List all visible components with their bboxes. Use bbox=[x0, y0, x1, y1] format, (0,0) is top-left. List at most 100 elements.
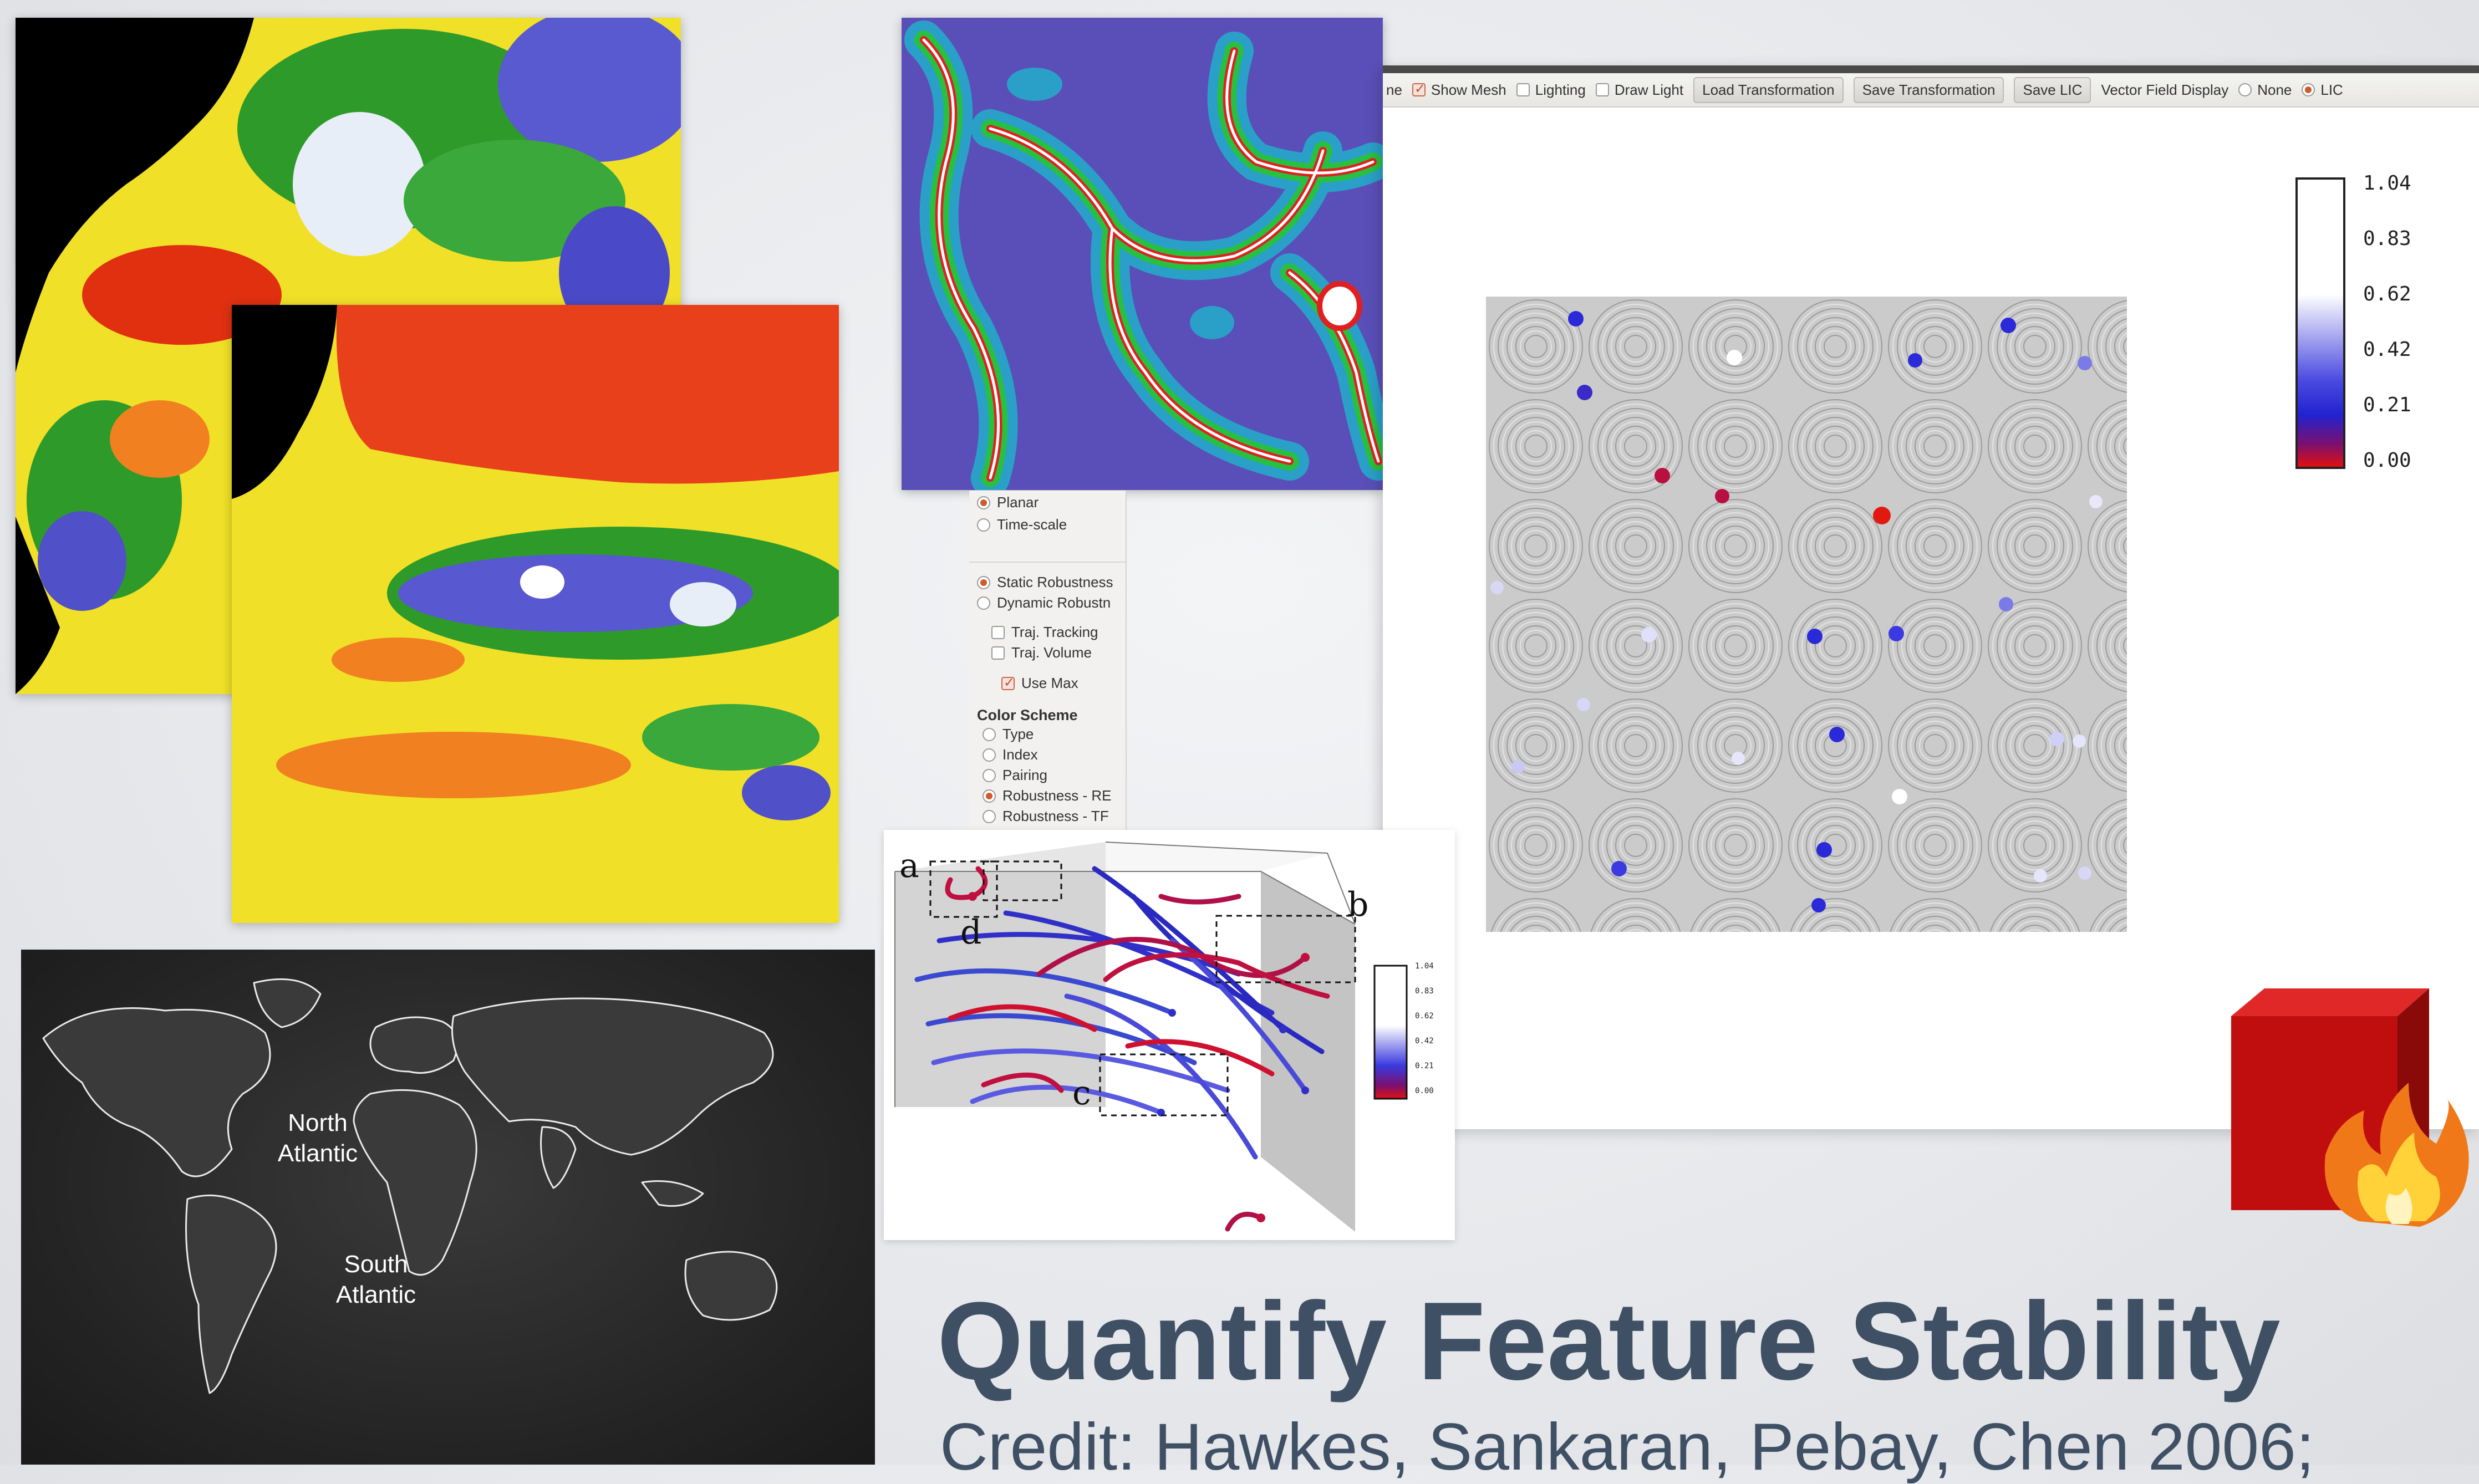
traj-volume-checkbox[interactable]: Traj. Volume bbox=[991, 644, 1092, 661]
colorbar-tick: 0.00 bbox=[2363, 449, 2411, 472]
planar-label: Planar bbox=[997, 494, 1039, 511]
load-transformation-button[interactable]: Load Transformation bbox=[1693, 77, 1844, 103]
world-map-image: North Atlantic South Atlantic bbox=[21, 950, 875, 1465]
critical-point bbox=[1908, 353, 1922, 368]
critical-point bbox=[1816, 842, 1832, 858]
critical-point bbox=[1811, 898, 1826, 912]
colorbar-tick: 0.21 bbox=[2363, 394, 2411, 416]
critical-point bbox=[1611, 861, 1627, 876]
africa-shape bbox=[353, 1089, 477, 1276]
color-scheme-heading: Color Scheme bbox=[977, 707, 1078, 723]
colorbar-tick: 1.04 bbox=[2363, 172, 2411, 195]
islands-shape bbox=[641, 1180, 704, 1207]
critical-point bbox=[1829, 727, 1845, 742]
color-robustness-re-radio[interactable]: Robustness - RE bbox=[983, 787, 1112, 804]
robustness-tf-label: Robustness - TF bbox=[1002, 808, 1109, 824]
pairing-label: Pairing bbox=[1002, 767, 1047, 783]
type-label: Type bbox=[1002, 726, 1034, 742]
critical-point bbox=[1732, 752, 1745, 765]
critical-point bbox=[1577, 385, 1592, 400]
slide-credit: Credit: Hawkes, Sankaran, Pebay, Chen 20… bbox=[940, 1410, 2315, 1484]
trajectory-endpoint bbox=[1256, 1213, 1265, 1222]
critical-point bbox=[1873, 507, 1891, 524]
dynamic-robustness-label: Dynamic Robustn bbox=[997, 594, 1111, 611]
critical-point bbox=[1655, 468, 1670, 483]
lighting-label: Lighting bbox=[1535, 81, 1586, 98]
lighting-checkbox[interactable]: Lighting bbox=[1516, 81, 1586, 99]
checkbox-icon bbox=[1412, 81, 1426, 97]
colorbar-tick: 0.62 bbox=[2363, 283, 2411, 305]
color-index-radio[interactable]: Index bbox=[983, 746, 1038, 763]
colorbar-tick: 0.83 bbox=[2363, 227, 2411, 250]
color-type-radio[interactable]: Type bbox=[983, 726, 1034, 743]
greenland-shape bbox=[253, 978, 322, 1028]
radio-icon bbox=[983, 727, 996, 741]
slide-title: Quantify Feature Stability bbox=[937, 1279, 2281, 1403]
figure-colorbar-tick: 0.62 bbox=[1415, 1012, 1434, 1021]
planar-radio[interactable]: Planar bbox=[977, 494, 1039, 511]
region-label-a: a bbox=[899, 846, 919, 885]
lic-option-label: LIC bbox=[2320, 81, 2343, 98]
panel-divider bbox=[969, 562, 1126, 563]
critical-point bbox=[1727, 350, 1742, 365]
trajectory-endpoint bbox=[1301, 953, 1310, 962]
color-robustness-tf-radio[interactable]: Robustness - TF bbox=[983, 808, 1109, 825]
lic-visualization[interactable] bbox=[1486, 297, 2127, 932]
scalar-field-image bbox=[902, 18, 1383, 490]
robustness-colorbar bbox=[2295, 177, 2345, 469]
critical-point bbox=[2034, 869, 2047, 883]
colorbar-tick: 0.42 bbox=[2363, 338, 2411, 361]
save-transformation-button[interactable]: Save Transformation bbox=[1853, 77, 2004, 103]
show-mesh-checkbox[interactable]: Show Mesh bbox=[1412, 81, 1506, 99]
australia-shape bbox=[684, 1251, 778, 1321]
use-max-label: Use Max bbox=[1021, 675, 1078, 691]
vector-display-lic-radio[interactable]: LIC bbox=[2302, 81, 2343, 99]
toolbar-partial-label: ne bbox=[1386, 81, 1402, 98]
radio-icon bbox=[977, 596, 990, 610]
robustness-re-label: Robustness - RE bbox=[1002, 787, 1112, 804]
critical-point bbox=[2073, 735, 2086, 748]
checkbox-icon bbox=[1595, 83, 1609, 96]
dynamic-robustness-radio[interactable]: Dynamic Robustn bbox=[977, 594, 1111, 611]
draw-light-checkbox[interactable]: Draw Light bbox=[1595, 81, 1684, 99]
show-mesh-label: Show Mesh bbox=[1431, 81, 1506, 98]
north-america-shape bbox=[42, 1007, 271, 1177]
critical-point bbox=[1807, 629, 1823, 644]
checkbox-icon bbox=[991, 646, 1005, 660]
figure-colorbar-tick: 0.00 bbox=[1415, 1087, 1434, 1095]
traj-volume-label: Traj. Volume bbox=[1011, 644, 1092, 661]
traj-tracking-label: Traj. Tracking bbox=[1011, 624, 1098, 640]
draw-light-label: Draw Light bbox=[1614, 81, 1684, 98]
color-pairing-radio[interactable]: Pairing bbox=[983, 767, 1047, 784]
index-label: Index bbox=[1002, 746, 1038, 763]
time-scale-radio[interactable]: Time-scale bbox=[977, 516, 1067, 533]
critical-point bbox=[2078, 866, 2091, 880]
use-max-checkbox[interactable]: Use Max bbox=[1001, 675, 1078, 692]
vector-field-display-label: Vector Field Display bbox=[2101, 81, 2229, 98]
radio-icon bbox=[983, 748, 996, 762]
radio-icon bbox=[983, 789, 996, 803]
trajectory-endpoint bbox=[968, 892, 977, 901]
critical-point bbox=[1490, 581, 1504, 594]
critical-point bbox=[1577, 698, 1590, 711]
traj-tracking-checkbox[interactable]: Traj. Tracking bbox=[991, 624, 1098, 641]
trajectory-3d-figure: a b c d 1.04 0.83 0.62 0.42 0.21 0.00 bbox=[884, 830, 1455, 1240]
ocean-heatmap-image-2 bbox=[232, 305, 839, 923]
checkbox-icon bbox=[1001, 675, 1015, 691]
radio-icon bbox=[983, 809, 996, 823]
critical-point bbox=[1641, 627, 1657, 642]
trajectory-endpoint bbox=[1301, 1087, 1309, 1094]
static-robustness-label: Static Robustness bbox=[997, 574, 1113, 590]
europe-shape bbox=[369, 1016, 459, 1074]
static-robustness-radio[interactable]: Static Robustness bbox=[977, 574, 1113, 591]
time-scale-label: Time-scale bbox=[997, 516, 1067, 533]
radio-icon bbox=[977, 518, 990, 532]
critical-point bbox=[1568, 311, 1584, 327]
vector-display-none-radio[interactable]: None bbox=[2238, 81, 2292, 99]
save-lic-button[interactable]: Save LIC bbox=[2014, 77, 2091, 103]
south-america-shape bbox=[185, 1194, 277, 1394]
figure-colorbar-tick: 0.83 bbox=[1415, 987, 1434, 996]
toolbar: ne Show Mesh Lighting Draw Light Load Tr… bbox=[1383, 73, 2479, 108]
figure-colorbar-tick: 0.21 bbox=[1415, 1062, 1434, 1070]
region-label-c: c bbox=[1072, 1074, 1091, 1113]
